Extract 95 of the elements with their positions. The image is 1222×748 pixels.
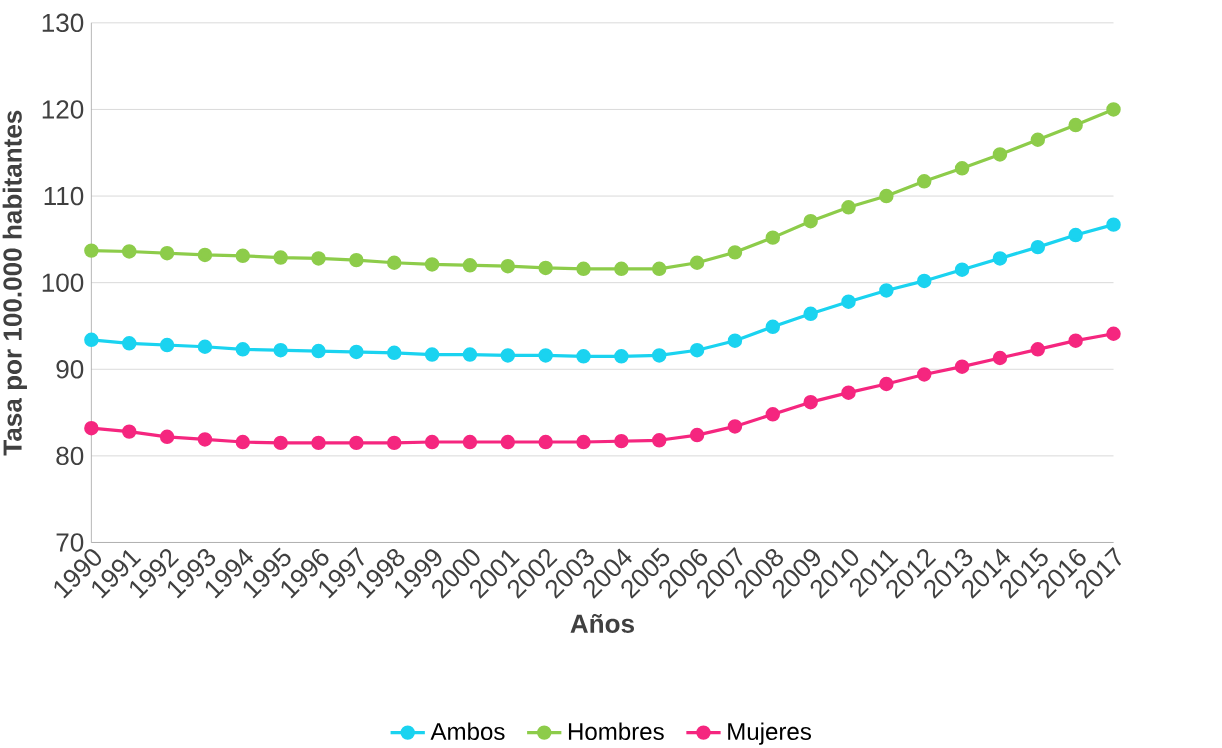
point [614,261,629,277]
point [689,427,705,443]
point [727,333,743,348]
y-tick-label: 100 [42,273,84,292]
point [689,255,705,270]
point [954,161,970,176]
point [273,250,288,265]
y-axis-title: Tasa por 100.000 habitantes [2,110,27,456]
point [159,429,175,445]
point [803,306,818,322]
point [197,432,213,447]
point [121,336,137,351]
x-axis-title: Años [570,613,634,633]
point [311,435,326,451]
point [954,262,970,277]
point [1106,326,1121,341]
point [84,332,99,348]
point [387,255,402,270]
point [500,434,516,450]
point [841,294,856,309]
point [992,350,1008,366]
point [992,251,1008,266]
y-tick-label: 130 [42,13,84,33]
y-tick-label: 120 [42,100,84,119]
point [424,257,440,272]
point [424,347,440,362]
point [84,420,99,436]
point [1068,227,1083,243]
point [84,243,99,258]
point [1068,333,1083,348]
point [879,283,894,298]
point [652,261,667,277]
point [311,251,326,266]
point [803,213,818,229]
point [159,337,175,353]
point [349,252,364,268]
point [387,345,402,361]
point [727,419,743,434]
point [689,342,705,358]
point [500,258,516,274]
point [235,248,251,264]
point [235,434,251,450]
point [917,174,932,189]
point [121,424,137,439]
point [121,244,137,259]
point [349,344,364,360]
point [1030,132,1046,147]
point [576,261,591,277]
point [652,433,667,448]
point [652,348,667,363]
point [614,433,629,449]
point [387,435,402,451]
point [159,245,175,261]
point [1068,117,1083,133]
point [235,342,251,357]
legend-label: Mujeres [728,722,811,745]
point [576,434,591,450]
point [803,394,818,410]
point [424,434,440,450]
point [273,342,288,358]
point [1106,217,1121,232]
point [841,200,856,215]
y-tick-label: 110 [44,186,84,206]
point [462,258,478,273]
point [765,230,781,245]
point [727,245,743,260]
point [273,435,288,451]
point [197,339,213,354]
y-tick-label: 90 [56,360,84,379]
point [954,359,970,374]
point [1030,239,1046,255]
point [576,349,591,364]
legend-label: Hombres [568,722,664,741]
point [538,348,553,363]
point [197,247,213,263]
point [765,319,781,335]
point [879,188,894,204]
y-tick-label: 80 [56,446,84,466]
legend-label: Ambos [430,722,505,741]
point [917,367,932,382]
point [992,147,1008,162]
point [538,260,553,276]
point [1030,342,1046,357]
point [1106,102,1121,117]
point [917,273,932,289]
point [614,349,629,364]
point [538,434,553,450]
point [311,343,326,359]
point [500,348,516,363]
point [765,407,781,422]
point [879,376,894,392]
point [349,435,364,451]
point [462,434,478,450]
point [462,347,478,362]
point [841,385,856,400]
